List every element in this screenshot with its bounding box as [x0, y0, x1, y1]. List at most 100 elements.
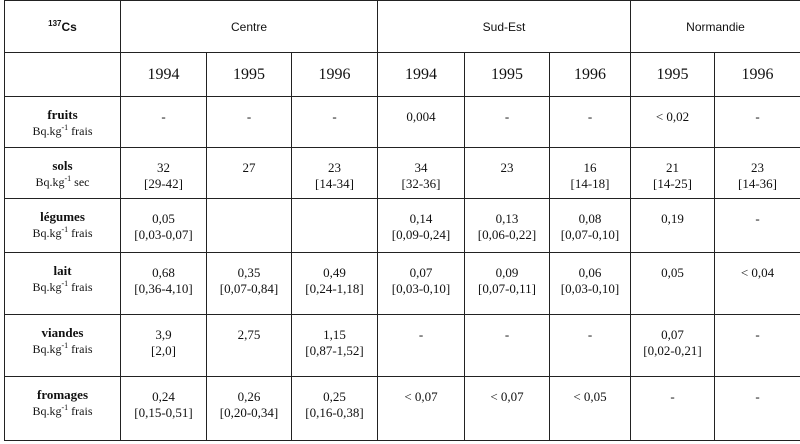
- value-cell: -: [291, 96, 378, 148]
- mean-value: 27: [242, 160, 256, 175]
- value-cell: 0,13 [0,06-0,22]: [464, 198, 550, 253]
- value-cell: 0,14 [0,09-0,24]: [377, 198, 465, 253]
- unit-label: Bq.kg-1 frais: [32, 341, 93, 357]
- value-cell: -: [549, 314, 631, 377]
- value-cell: 1,15 [0,87-1,52]: [291, 314, 378, 377]
- product-name: légumes: [40, 209, 85, 224]
- value-cell: < 0,02: [630, 96, 715, 148]
- value-cell: 27: [206, 147, 292, 199]
- mean-value: < 0,07: [490, 389, 524, 404]
- value-cell: -: [464, 96, 550, 148]
- table-row: sols Bq.kg-1 sec 32 [29-42] 27 23 [14-34] 34 [32…: [4, 147, 800, 199]
- product-name: lait: [53, 263, 72, 278]
- mean-value: -: [418, 327, 424, 342]
- mean-value: 34: [414, 160, 428, 175]
- mean-value: 21: [666, 160, 679, 175]
- unit-label: Bq.kg-1 frais: [32, 225, 93, 241]
- mean-value: 0,68: [152, 265, 175, 280]
- year-header: 1995: [464, 52, 550, 97]
- range-value: [14-36]: [738, 176, 777, 191]
- mean-value: -: [587, 327, 593, 342]
- unit-label: Bq.kg-1 sec: [35, 174, 90, 190]
- value-cell: 0,24 [0,15-0,51]: [120, 376, 207, 441]
- year-header: 1995: [206, 52, 292, 97]
- value-cell: 0,09 [0,07-0,11]: [464, 252, 550, 315]
- value-cell: -: [713, 96, 800, 148]
- value-cell: 0,05 [0,03-0,07]: [120, 198, 207, 253]
- cesium-table: 137Cs Centre Sud-Est Normandie 1994 1995 1…: [4, 0, 800, 441]
- product-name: sols: [52, 158, 73, 173]
- value-cell: -: [713, 314, 800, 377]
- range-value: [0,36-4,10]: [134, 281, 193, 296]
- value-cell: 0,08 [0,07-0,10]: [549, 198, 631, 253]
- range-value: [14-34]: [315, 176, 354, 191]
- table-row: viandes Bq.kg-1 frais 3,9 [2,0] 2,75 1,15 [0,8…: [4, 314, 800, 377]
- value-cell: < 0,07: [464, 376, 550, 441]
- row-label: fruits Bq.kg-1 frais: [4, 96, 121, 148]
- range-value: [0,07-0,10]: [560, 227, 620, 242]
- value-cell: < 0,07: [377, 376, 465, 441]
- range-value: [0,07-0,84]: [219, 281, 279, 296]
- mean-value: -: [332, 109, 337, 124]
- row-label: légumes Bq.kg-1 frais: [4, 198, 121, 253]
- product-name: fruits: [47, 107, 78, 122]
- value-cell: -: [549, 96, 631, 148]
- mean-value: 23: [500, 160, 514, 175]
- value-cell: 0,19: [630, 198, 715, 253]
- unit-label: Bq.kg-1 frais: [32, 403, 93, 419]
- value-cell: 32 [29-42]: [120, 147, 207, 199]
- mean-value: -: [246, 109, 252, 124]
- mean-value: 0,19: [661, 211, 684, 226]
- mean-value: 23: [328, 160, 341, 175]
- mean-value: < 0,04: [740, 265, 775, 280]
- row-label: lait Bq.kg-1 frais: [4, 252, 121, 315]
- value-cell: < 0,04: [713, 252, 800, 315]
- row-label: sols Bq.kg-1 sec: [4, 147, 121, 199]
- mean-value: 0,06: [578, 265, 602, 280]
- unit-label: Bq.kg-1 frais: [32, 123, 93, 139]
- value-cell: 0,07 [0,02-0,21]: [630, 314, 715, 377]
- year-header: 1995: [630, 52, 715, 97]
- value-cell: 23: [464, 147, 550, 199]
- mean-value: 0,05: [152, 211, 175, 226]
- mean-value: 0,25: [323, 389, 346, 404]
- range-value: [0,03-0,10]: [560, 281, 620, 296]
- value-cell: -: [713, 376, 800, 441]
- range-value: [0,16-0,38]: [305, 405, 364, 420]
- mean-value: 0,08: [578, 211, 602, 226]
- value-cell: 23 [14-34]: [291, 147, 378, 199]
- year-header-row: 1994 1995 1996 1994 1995 1996 1995 1996: [4, 52, 800, 97]
- value-cell: -: [464, 314, 550, 377]
- mean-value: 0,07: [409, 265, 433, 280]
- mean-value: -: [755, 327, 760, 342]
- range-value: [14-25]: [653, 176, 692, 191]
- value-cell: 0,004: [377, 96, 465, 148]
- value-cell: [206, 198, 292, 253]
- value-cell: 21 [14-25]: [630, 147, 715, 199]
- range-value: [0,24-1,18]: [305, 281, 364, 296]
- mean-value: < 0,05: [573, 389, 607, 404]
- year-header: 1994: [377, 52, 465, 97]
- mean-value: 0,35: [237, 265, 261, 280]
- mean-value: < 0,07: [404, 389, 438, 404]
- product-name: viandes: [41, 325, 84, 340]
- value-cell: -: [713, 198, 800, 253]
- range-value: [0,02-0,21]: [643, 343, 702, 358]
- value-cell: -: [120, 96, 207, 148]
- mean-value: < 0,02: [655, 109, 690, 124]
- mean-value: 1,15: [323, 327, 346, 342]
- range-value: [0,09-0,24]: [391, 227, 451, 242]
- range-value: [0,07-0,11]: [477, 281, 536, 296]
- mean-value: -: [504, 109, 510, 124]
- region-sud-est: Sud-Est: [377, 0, 631, 53]
- mean-value: 3,9: [155, 327, 172, 342]
- value-cell: [291, 198, 378, 253]
- value-cell: 0,06 [0,03-0,10]: [549, 252, 631, 315]
- mean-value: 23: [751, 160, 764, 175]
- mean-value: 0,14: [409, 211, 433, 226]
- range-value: [0,20-0,34]: [219, 405, 279, 420]
- value-cell: 2,75: [206, 314, 292, 377]
- region-header-row: 137Cs Centre Sud-Est Normandie: [4, 0, 800, 53]
- row-label: fromages Bq.kg-1 frais: [4, 376, 121, 441]
- table-row: lait Bq.kg-1 frais 0,68 [0,36-4,10] 0,35 [0,0…: [4, 252, 800, 315]
